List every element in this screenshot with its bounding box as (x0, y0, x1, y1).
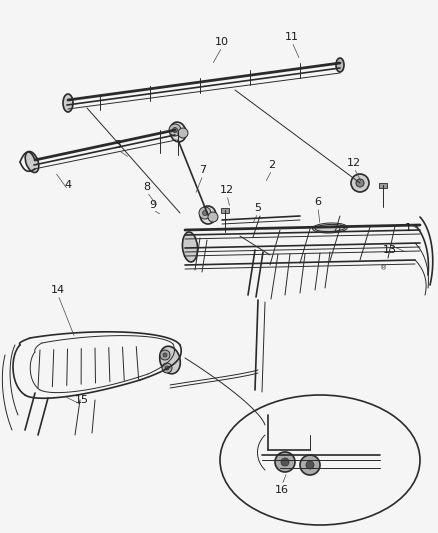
Ellipse shape (200, 206, 216, 224)
Text: 16: 16 (275, 485, 289, 495)
Circle shape (169, 124, 181, 136)
Text: 12: 12 (220, 185, 234, 195)
Circle shape (199, 207, 211, 219)
Text: 6: 6 (314, 197, 321, 207)
Text: 4: 4 (64, 180, 71, 190)
Ellipse shape (170, 122, 186, 142)
Text: 10: 10 (215, 37, 229, 47)
Bar (379, 183, 387, 188)
Text: 11: 11 (285, 32, 299, 42)
Text: 5: 5 (254, 203, 261, 213)
Circle shape (165, 366, 169, 370)
Ellipse shape (182, 232, 198, 262)
Text: 14: 14 (51, 285, 65, 295)
Circle shape (163, 353, 167, 357)
Text: 1: 1 (405, 223, 411, 233)
Ellipse shape (63, 94, 73, 112)
Text: 8: 8 (143, 182, 151, 192)
Circle shape (160, 350, 170, 360)
Text: ®: ® (381, 265, 388, 271)
Circle shape (202, 211, 208, 215)
Circle shape (162, 363, 172, 373)
Ellipse shape (160, 346, 180, 374)
Text: 3: 3 (114, 140, 121, 150)
Circle shape (178, 128, 188, 138)
Text: 15: 15 (75, 395, 89, 405)
Text: 2: 2 (268, 160, 276, 170)
Circle shape (356, 179, 364, 187)
Ellipse shape (336, 58, 344, 72)
Circle shape (275, 452, 295, 472)
Circle shape (281, 458, 289, 466)
Text: 9: 9 (149, 200, 156, 210)
Text: 13: 13 (383, 245, 397, 255)
Bar (221, 208, 229, 213)
Circle shape (208, 212, 218, 222)
Circle shape (351, 174, 369, 192)
Ellipse shape (312, 223, 347, 233)
Text: 7: 7 (199, 165, 207, 175)
Circle shape (173, 127, 177, 133)
Circle shape (300, 455, 320, 475)
Circle shape (306, 461, 314, 469)
Text: 12: 12 (347, 158, 361, 168)
Ellipse shape (25, 151, 39, 173)
